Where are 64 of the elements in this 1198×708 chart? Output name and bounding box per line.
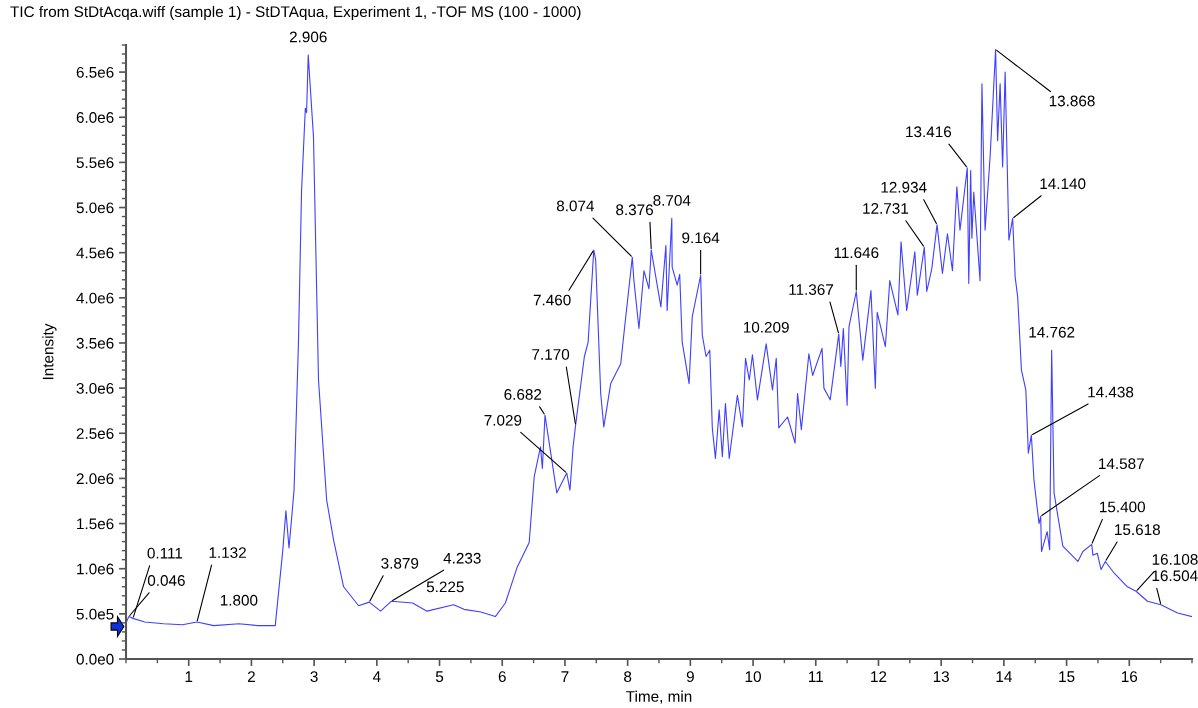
y-tick-label: 0.0e0 [76,653,114,665]
x-tick-label: 10 [745,671,761,683]
x-tick-label: 1 [185,671,193,682]
x-tick-label: 4 [372,671,381,682]
x-tick-label: 7 [561,671,569,682]
annotation: 14.762 [1029,326,1075,338]
annotation: 10.209 [743,321,789,333]
y-tick-label: 3.5e6 [76,337,114,349]
y-tick-label: 1.0e6 [77,563,114,575]
chart-title: TIC from StDtAcqa.wiff (sample 1) - StDTAqua, Experiment 1, -TOF MS (100 - 1000) [10,5,581,21]
y-tick-label: 4.0e6 [76,292,114,304]
annotation: 16.504 [1152,570,1198,582]
annotation: 15.400 [1100,501,1145,513]
annotation: 8.704 [653,194,691,206]
annotation: 16.108 [1152,554,1198,565]
y-tick-label: 6.5e6 [76,66,114,78]
annotation: 14.587 [1099,458,1144,470]
annotation: 4.233 [443,552,481,564]
annotation: 0.111 [147,547,183,559]
x-tick-label: 5 [435,671,444,683]
annotation: 11.646 [834,247,879,259]
y-tick-label: 1.5e6 [77,518,114,530]
x-tick-label: 12 [871,671,887,682]
x-tick-label: 3 [310,671,318,683]
annotation: 1.800 [220,594,258,606]
y-axis-title: Intensity [42,323,57,380]
x-tick-label: 8 [624,671,632,683]
x-tick-label: 16 [1121,671,1138,683]
annotation: 13.868 [1049,95,1095,107]
annotation: 1.132 [209,547,246,559]
annotation: 15.618 [1115,524,1160,536]
y-tick-label: 5.0e6 [76,202,114,214]
annotation: 14.140 [1040,178,1086,190]
y-tick-label: 5.5e6 [76,157,114,169]
x-tick-label: 15 [1059,671,1075,683]
annotation: 11.367 [789,284,834,295]
annotation: 6.682 [504,389,542,400]
x-axis-title: Time, min [626,690,692,704]
annotation: 13.416 [906,126,952,138]
annotation: 12.934 [881,181,927,193]
x-tick-label: 14 [996,671,1012,682]
annotation: 5.225 [426,581,464,593]
annotation: 8.074 [556,200,595,212]
annotation: 7.170 [532,348,570,360]
annotation: 7.460 [533,294,571,306]
x-tick-label: 6 [498,671,506,683]
annotation: 8.376 [616,204,653,216]
y-tick-label: 6.0e6 [76,112,114,123]
annotation: 14.438 [1088,386,1134,398]
annotation: 12.731 [863,203,909,214]
x-tick-label: 9 [686,671,694,683]
y-tick-label: 2.0e6 [76,473,114,485]
y-tick-label: 3.0e6 [76,382,114,394]
annotation: 9.164 [682,232,720,244]
annotation: 3.879 [381,557,419,569]
y-tick-label: 5.0e5 [76,608,114,620]
y-tick-label: 4.5e6 [76,247,114,259]
annotation: 2.906 [289,31,327,43]
annotation: 7.029 [484,414,522,426]
y-tick-label: 2.5e6 [76,428,114,439]
x-tick-label: 11 [809,671,823,682]
annotation: 0.046 [147,575,185,586]
x-tick-label: 2 [247,671,255,682]
x-tick-label: 13 [933,671,949,683]
